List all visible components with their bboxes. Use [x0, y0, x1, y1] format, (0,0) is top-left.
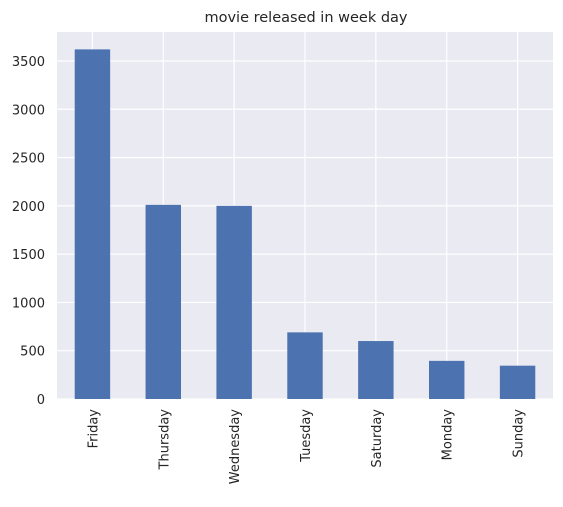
x-axis-ticks: Friday Thursday Wednesday Tuesday Saturday Mo…: [86, 409, 526, 485]
y-tick-label: 3000: [12, 103, 45, 118]
y-tick-label: 0: [37, 393, 45, 408]
bar-thursday: [145, 204, 181, 399]
bar-friday: [74, 49, 111, 399]
chart-title: movie released in week day: [204, 10, 407, 26]
x-tick-label-tuesday: Tuesday: [299, 409, 314, 463]
bar-saturday: [358, 341, 394, 399]
bar-monday: [429, 360, 465, 399]
y-tick-label: 1000: [12, 296, 45, 311]
x-tick-label-saturday: Saturday: [370, 409, 385, 468]
x-tick-label-sunday: Sunday: [512, 409, 527, 458]
y-tick-label: 2500: [12, 152, 45, 167]
bar-sunday: [499, 365, 536, 399]
y-tick-label: 500: [20, 345, 45, 360]
x-tick-label-monday: Monday: [441, 409, 456, 461]
bar-tuesday: [287, 332, 323, 399]
y-tick-label: 3500: [12, 55, 45, 70]
x-tick-label-friday: Friday: [86, 409, 101, 449]
y-axis-ticks: 0 500 1000 1500 2000 2500 3000 3500: [12, 55, 45, 408]
bars: [74, 49, 536, 399]
x-tick-label-wednesday: Wednesday: [228, 409, 243, 485]
y-tick-label: 2000: [12, 200, 45, 215]
bar-wednesday: [216, 205, 252, 399]
y-tick-label: 1500: [12, 248, 45, 263]
x-tick-label-thursday: Thursday: [157, 409, 172, 471]
